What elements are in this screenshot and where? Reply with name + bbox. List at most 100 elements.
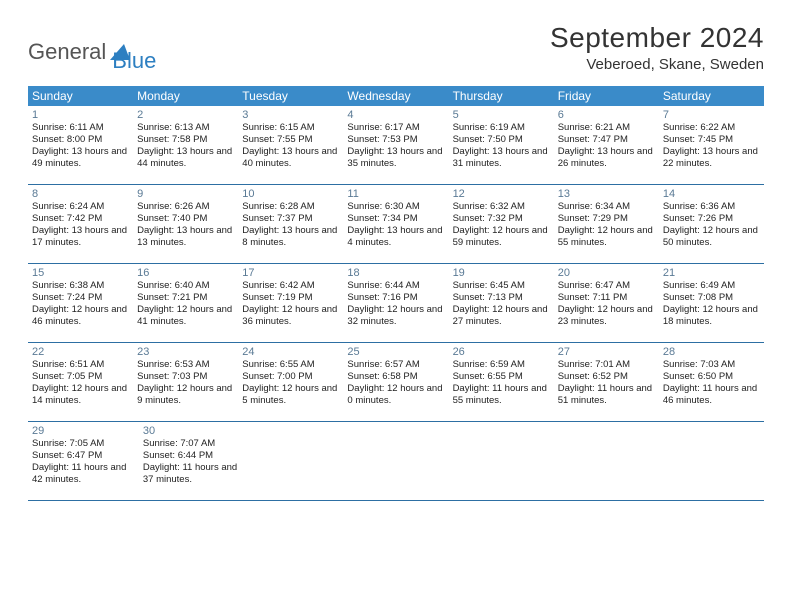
sunset-line: Sunset: 7:29 PM [558,213,655,225]
sunrise-line: Sunrise: 6:32 AM [453,201,550,213]
day-cell: 13Sunrise: 6:34 AMSunset: 7:29 PMDayligh… [554,185,659,263]
day-number: 4 [347,109,444,121]
sunrise-line: Sunrise: 6:19 AM [453,122,550,134]
sunset-line: Sunset: 6:52 PM [558,371,655,383]
sunrise-line: Sunrise: 6:21 AM [558,122,655,134]
sunset-line: Sunset: 7:40 PM [137,213,234,225]
sunset-line: Sunset: 7:53 PM [347,134,444,146]
day-cell: 18Sunrise: 6:44 AMSunset: 7:16 PMDayligh… [343,264,448,342]
daylight-line: Daylight: 13 hours and 35 minutes. [347,146,444,170]
day-cell: 17Sunrise: 6:42 AMSunset: 7:19 PMDayligh… [238,264,343,342]
week-row: 29Sunrise: 7:05 AMSunset: 6:47 PMDayligh… [28,422,764,501]
day-cell: 25Sunrise: 6:57 AMSunset: 6:58 PMDayligh… [343,343,448,421]
day-cell: 30Sunrise: 7:07 AMSunset: 6:44 PMDayligh… [139,422,250,500]
day-cell: 2Sunrise: 6:13 AMSunset: 7:58 PMDaylight… [133,106,238,184]
sunrise-line: Sunrise: 6:38 AM [32,280,129,292]
sunset-line: Sunset: 7:55 PM [242,134,339,146]
weekday-header-row: SundayMondayTuesdayWednesdayThursdayFrid… [28,86,764,106]
day-cell: 21Sunrise: 6:49 AMSunset: 7:08 PMDayligh… [659,264,764,342]
sunrise-line: Sunrise: 6:34 AM [558,201,655,213]
day-number: 18 [347,267,444,279]
month-title: September 2024 [550,22,764,54]
sunrise-line: Sunrise: 6:40 AM [137,280,234,292]
sunrise-line: Sunrise: 6:13 AM [137,122,234,134]
day-cell: 11Sunrise: 6:30 AMSunset: 7:34 PMDayligh… [343,185,448,263]
sunset-line: Sunset: 7:08 PM [663,292,760,304]
day-number: 2 [137,109,234,121]
day-cell: 14Sunrise: 6:36 AMSunset: 7:26 PMDayligh… [659,185,764,263]
day-number: 14 [663,188,760,200]
day-cell: 5Sunrise: 6:19 AMSunset: 7:50 PMDaylight… [449,106,554,184]
week-row: 22Sunrise: 6:51 AMSunset: 7:05 PMDayligh… [28,343,764,422]
day-cell: 12Sunrise: 6:32 AMSunset: 7:32 PMDayligh… [449,185,554,263]
day-cell: 10Sunrise: 6:28 AMSunset: 7:37 PMDayligh… [238,185,343,263]
sunset-line: Sunset: 7:45 PM [663,134,760,146]
sunset-line: Sunset: 8:00 PM [32,134,129,146]
day-number: 17 [242,267,339,279]
sunset-line: Sunset: 7:37 PM [242,213,339,225]
day-number: 24 [242,346,339,358]
day-number: 10 [242,188,339,200]
sunset-line: Sunset: 6:47 PM [32,450,135,462]
sunset-line: Sunset: 7:42 PM [32,213,129,225]
sunrise-line: Sunrise: 7:07 AM [143,438,246,450]
day-cell: 1Sunrise: 6:11 AMSunset: 8:00 PMDaylight… [28,106,133,184]
daylight-line: Daylight: 12 hours and 27 minutes. [453,304,550,328]
day-cell: 7Sunrise: 6:22 AMSunset: 7:45 PMDaylight… [659,106,764,184]
day-number: 15 [32,267,129,279]
day-number: 7 [663,109,760,121]
sunrise-line: Sunrise: 6:26 AM [137,201,234,213]
location: Veberoed, Skane, Sweden [550,56,764,73]
daylight-line: Daylight: 11 hours and 51 minutes. [558,383,655,407]
sunrise-line: Sunrise: 6:22 AM [663,122,760,134]
sunrise-line: Sunrise: 6:53 AM [137,359,234,371]
weekday-header: Sunday [28,86,133,106]
logo: General Blue [28,30,156,74]
sunset-line: Sunset: 7:16 PM [347,292,444,304]
week-row: 8Sunrise: 6:24 AMSunset: 7:42 PMDaylight… [28,185,764,264]
weekday-header: Wednesday [343,86,448,106]
daylight-line: Daylight: 11 hours and 46 minutes. [663,383,760,407]
daylight-line: Daylight: 13 hours and 26 minutes. [558,146,655,170]
title-block: September 2024 Veberoed, Skane, Sweden [550,22,764,73]
sunset-line: Sunset: 7:13 PM [453,292,550,304]
day-cell: 8Sunrise: 6:24 AMSunset: 7:42 PMDaylight… [28,185,133,263]
day-number: 8 [32,188,129,200]
week-row: 15Sunrise: 6:38 AMSunset: 7:24 PMDayligh… [28,264,764,343]
sunset-line: Sunset: 7:11 PM [558,292,655,304]
day-number: 22 [32,346,129,358]
sunrise-line: Sunrise: 6:17 AM [347,122,444,134]
day-number: 26 [453,346,550,358]
day-cell: 24Sunrise: 6:55 AMSunset: 7:00 PMDayligh… [238,343,343,421]
sunset-line: Sunset: 7:32 PM [453,213,550,225]
day-number: 25 [347,346,444,358]
daylight-line: Daylight: 12 hours and 50 minutes. [663,225,760,249]
daylight-line: Daylight: 12 hours and 32 minutes. [347,304,444,328]
day-cell: 20Sunrise: 6:47 AMSunset: 7:11 PMDayligh… [554,264,659,342]
daylight-line: Daylight: 12 hours and 59 minutes. [453,225,550,249]
empty-cell [455,422,558,500]
weekday-header: Thursday [449,86,554,106]
day-cell: 19Sunrise: 6:45 AMSunset: 7:13 PMDayligh… [449,264,554,342]
empty-cell [353,422,456,500]
sunrise-line: Sunrise: 6:30 AM [347,201,444,213]
logo-text-2: Blue [112,48,156,74]
daylight-line: Daylight: 13 hours and 22 minutes. [663,146,760,170]
daylight-line: Daylight: 12 hours and 46 minutes. [32,304,129,328]
week-row: 1Sunrise: 6:11 AMSunset: 8:00 PMDaylight… [28,106,764,185]
sunset-line: Sunset: 6:44 PM [143,450,246,462]
sunrise-line: Sunrise: 7:01 AM [558,359,655,371]
daylight-line: Daylight: 13 hours and 31 minutes. [453,146,550,170]
sunset-line: Sunset: 7:34 PM [347,213,444,225]
day-number: 29 [32,425,135,437]
sunrise-line: Sunrise: 6:49 AM [663,280,760,292]
day-number: 11 [347,188,444,200]
day-number: 12 [453,188,550,200]
sunrise-line: Sunrise: 6:45 AM [453,280,550,292]
daylight-line: Daylight: 12 hours and 5 minutes. [242,383,339,407]
day-cell: 26Sunrise: 6:59 AMSunset: 6:55 PMDayligh… [449,343,554,421]
daylight-line: Daylight: 13 hours and 8 minutes. [242,225,339,249]
daylight-line: Daylight: 13 hours and 17 minutes. [32,225,129,249]
empty-cell [250,422,353,500]
sunset-line: Sunset: 7:47 PM [558,134,655,146]
